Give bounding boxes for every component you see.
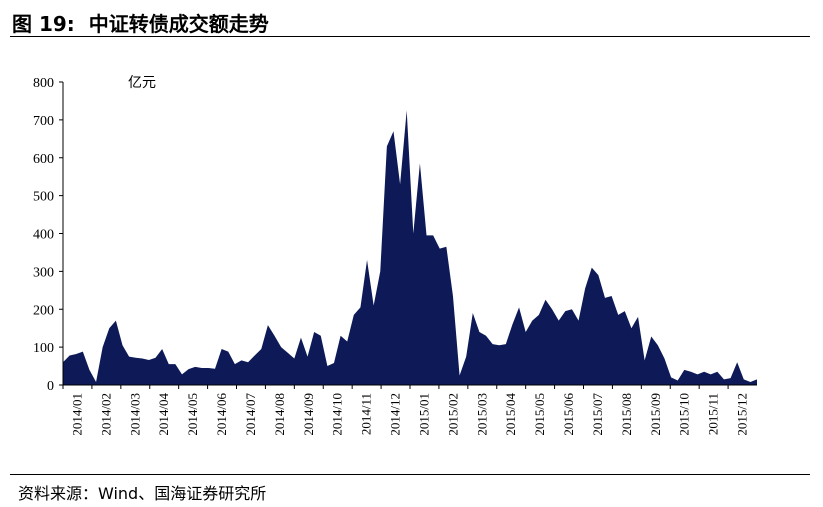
x-tick-label: 2014/10 — [330, 393, 345, 436]
x-tick-label: 2015/09 — [648, 393, 663, 436]
y-axis-ticks: 0 100 200 300 400 500 600 700 800 — [33, 76, 54, 394]
x-tick-label: 2015/06 — [561, 393, 576, 436]
x-tick-label: 2015/03 — [474, 393, 489, 436]
x-tick-label: 2015/01 — [416, 393, 431, 436]
x-tick-label: 2014/04 — [156, 393, 171, 436]
y-tick-label: 800 — [33, 76, 54, 91]
source-note: 资料来源：Wind、国海证券研究所 — [18, 484, 267, 503]
y-tick-label: 300 — [33, 265, 54, 280]
x-tick-label: 2014/06 — [214, 393, 229, 436]
x-tick-label: 2015/08 — [619, 393, 634, 436]
x-tick-label: 2014/03 — [127, 393, 142, 436]
x-tick-label: 2014/11 — [359, 393, 374, 435]
title-divider — [10, 36, 810, 37]
y-tick-label: 600 — [33, 152, 54, 167]
y-tick-label: 0 — [47, 379, 54, 394]
x-tick-label: 2015/07 — [590, 393, 605, 436]
x-tick-label: 2014/01 — [69, 393, 84, 436]
unit-label: 亿元 — [128, 75, 156, 91]
x-tick-label: 2015/11 — [706, 393, 721, 435]
x-tick-label: 2014/08 — [272, 393, 287, 436]
x-tick-label: 2015/05 — [532, 393, 547, 436]
x-tick-label: 2014/05 — [185, 393, 200, 436]
figure-title-text: 中证转债成交额走势 — [88, 12, 269, 36]
figure-title: 图 19: 中证转债成交额走势 — [12, 8, 269, 37]
axes — [59, 81, 757, 389]
y-tick-label: 400 — [33, 228, 54, 243]
x-tick-label: 2015/04 — [503, 393, 518, 436]
x-tick-label: 2014/09 — [301, 393, 316, 436]
x-tick-label: 2015/12 — [735, 393, 750, 436]
x-tick-label: 2014/12 — [388, 393, 403, 436]
x-tick-label: 2014/02 — [98, 393, 113, 436]
y-tick-label: 100 — [33, 341, 54, 356]
x-axis-ticks: 2014/01 2014/02 2014/03 2014/04 2014/05 2014/… — [69, 393, 749, 436]
y-tick-label: 200 — [33, 303, 54, 318]
y-tick-label: 700 — [33, 114, 54, 129]
source-divider — [10, 474, 810, 475]
y-tick-label: 500 — [33, 190, 54, 205]
x-tick-label: 2015/10 — [677, 393, 692, 436]
x-tick-label: 2014/07 — [243, 393, 258, 436]
x-tick-label: 2015/02 — [445, 393, 460, 436]
figure-label: 图 19: — [12, 12, 75, 36]
turnover-area-series — [63, 110, 757, 385]
